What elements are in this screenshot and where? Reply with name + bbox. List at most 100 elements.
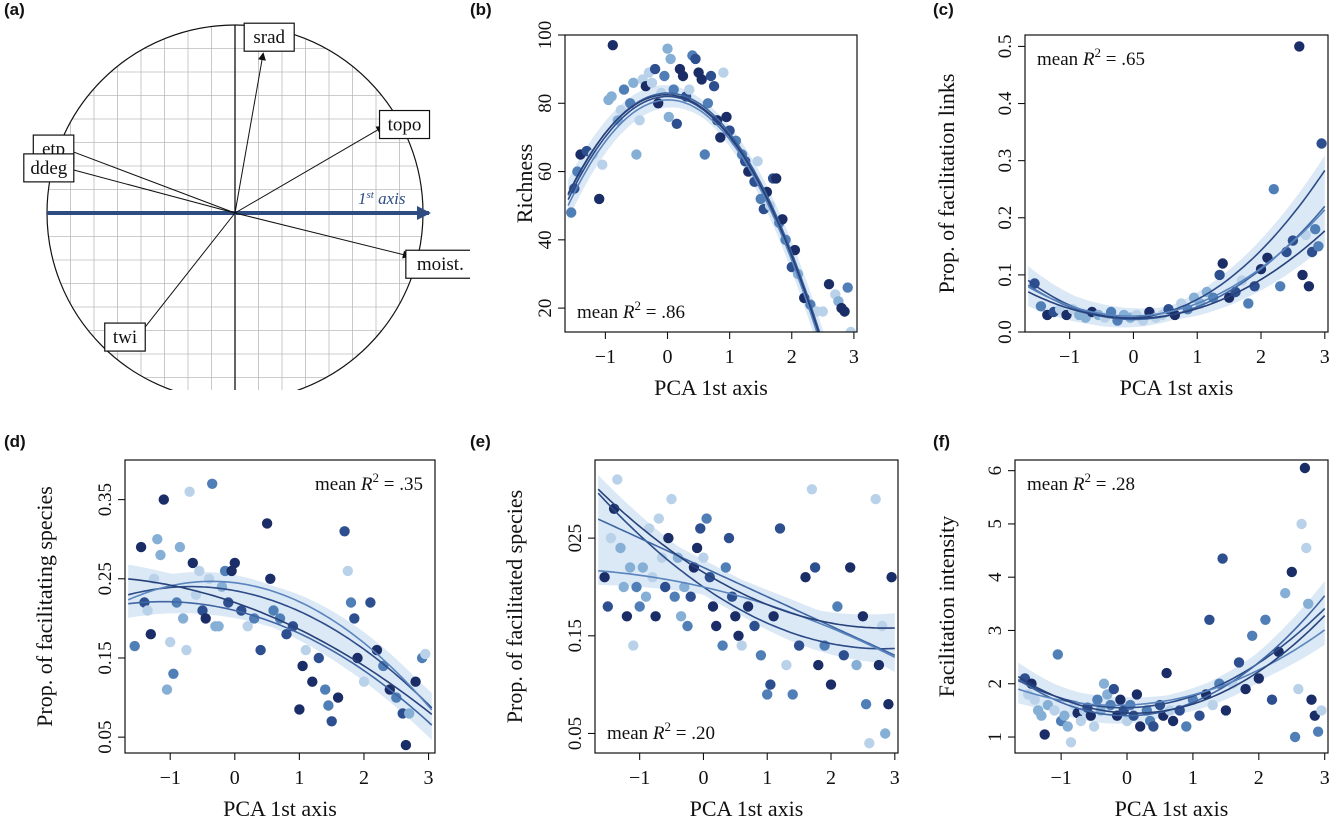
y-tick-label: 4 <box>985 572 1006 582</box>
data-point <box>1062 721 1073 732</box>
data-point <box>845 562 856 573</box>
data-point <box>1204 614 1215 625</box>
data-point <box>1167 715 1179 727</box>
x-tick-label: 1 <box>762 767 772 789</box>
first-axis-label-rest: axis <box>374 189 406 208</box>
fit-curves <box>127 578 433 726</box>
data-point <box>1247 630 1258 641</box>
data-point <box>677 70 689 82</box>
confidence-band <box>128 564 432 740</box>
data-point <box>860 699 872 710</box>
x-tick-label: −1 <box>160 767 181 789</box>
panel-d-chart: −1 0 1 2 3 0.05 0.15 0.25 0.35 PCA 1st axis Prop. … <box>32 459 436 821</box>
data-point <box>1220 705 1232 716</box>
data-point <box>606 91 617 102</box>
r-squared-annotation: mean R2 = .86 <box>577 298 685 323</box>
x-tick-label: 3 <box>1320 767 1330 789</box>
fit-curve <box>1017 615 1326 714</box>
y-tick-label: 3 <box>985 626 1006 636</box>
data-point <box>618 581 629 593</box>
x-tick-label: 3 <box>849 346 859 368</box>
r-squared-annotation: mean R2 = .28 <box>1027 470 1135 495</box>
r-squared-r: R <box>1072 474 1085 495</box>
fit-curves <box>597 488 896 659</box>
data-point <box>300 644 311 656</box>
data-point <box>165 636 176 648</box>
data-point <box>1303 281 1315 292</box>
data-point <box>152 534 163 545</box>
data-point <box>1286 566 1297 578</box>
data-point <box>765 679 776 690</box>
data-point <box>181 644 192 656</box>
data-point <box>1059 710 1070 721</box>
data-point <box>410 676 421 687</box>
panel-label-f: (f) <box>933 432 950 451</box>
data-point <box>307 676 318 687</box>
data-point <box>194 565 205 577</box>
data-point <box>873 659 885 671</box>
data-point <box>771 173 782 184</box>
y-tick-label: 0.25 <box>95 562 116 595</box>
data-point <box>691 542 703 554</box>
r-squared-r: R <box>652 723 665 744</box>
data-point <box>1312 726 1324 737</box>
data-point <box>255 644 266 656</box>
y-tick-label: 60 <box>535 162 556 181</box>
first-axis-label-sup: st <box>367 189 375 201</box>
x-tick-label: −1 <box>1059 346 1080 368</box>
y-axis-label: Richness <box>512 144 537 223</box>
r-squared-sup: 2 <box>665 719 672 734</box>
data-point <box>730 611 741 622</box>
first-axis-label: 1st axis <box>358 189 406 208</box>
y-tick-label: 0.3 <box>995 149 1016 173</box>
data-point <box>242 621 253 632</box>
data-point <box>213 621 224 632</box>
data-point <box>1085 710 1096 721</box>
y-tick-label: 0.15 <box>565 619 586 652</box>
data-point <box>615 542 626 554</box>
variable-label-twi: twi <box>113 327 137 348</box>
r-squared-prefix: mean <box>1027 474 1073 495</box>
data-point <box>358 676 370 687</box>
data-point <box>1289 731 1301 743</box>
data-point <box>1316 705 1327 716</box>
data-point <box>400 739 412 751</box>
data-point <box>135 541 147 553</box>
fit-curve <box>127 580 433 711</box>
data-point <box>876 620 888 632</box>
data-point <box>842 282 853 293</box>
data-point <box>631 581 642 593</box>
variable-box-moist <box>405 249 470 279</box>
x-tick-label: 0 <box>230 767 240 789</box>
x-axis-label: PCA 1st axis <box>223 796 337 821</box>
data-point <box>1233 657 1245 668</box>
data-point <box>628 77 639 88</box>
data-point <box>699 149 710 160</box>
data-point <box>297 660 308 672</box>
data-point <box>294 704 305 715</box>
data-point <box>200 613 211 624</box>
data-point <box>229 557 240 569</box>
x-tick-label: 2 <box>1256 346 1266 368</box>
data-point <box>832 601 843 612</box>
data-point <box>644 523 655 534</box>
data-point <box>216 581 228 592</box>
r-squared-r: R <box>622 302 635 323</box>
data-point <box>618 84 630 95</box>
variable-box-srad <box>243 22 295 52</box>
data-point <box>668 84 679 95</box>
x-tick-label: 1 <box>725 346 735 368</box>
data-point <box>339 526 350 537</box>
r-squared-sup: 2 <box>373 470 380 485</box>
r-squared-value: = .20 <box>671 723 715 744</box>
data-point <box>207 478 218 489</box>
panel-label-c: (c) <box>933 0 954 19</box>
data-point <box>174 541 186 553</box>
data-point <box>851 659 862 671</box>
y-tick-label: 025 <box>565 524 586 553</box>
y-axis-label: Facilitation intensity <box>934 516 959 697</box>
data-point <box>864 738 875 749</box>
data-point <box>675 611 687 622</box>
data-point <box>1052 649 1063 660</box>
pca-grid <box>47 25 423 390</box>
